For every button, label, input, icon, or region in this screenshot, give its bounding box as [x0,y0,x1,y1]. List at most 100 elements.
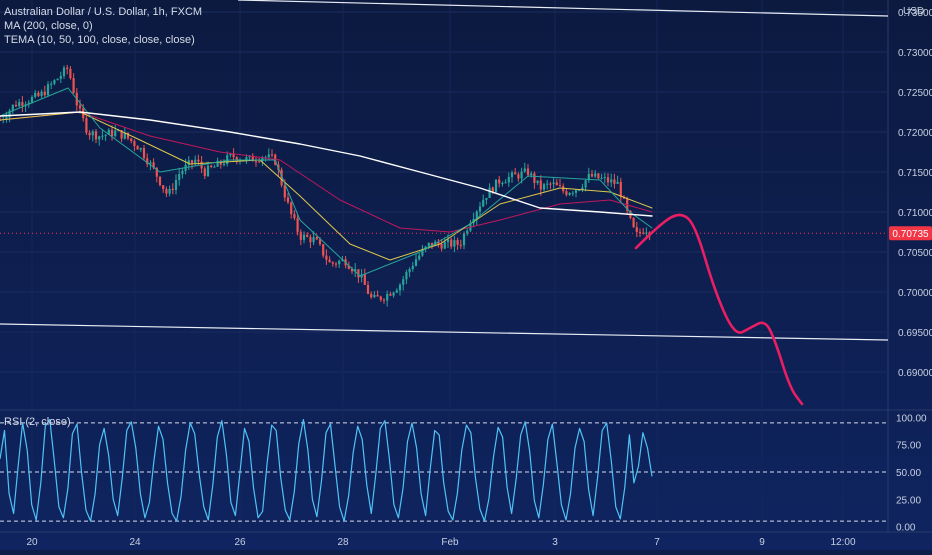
rsi-tick-label: 0.00 [896,523,916,534]
time-tick-label: 24 [129,537,141,548]
candle-body [430,242,434,247]
time-tick-label: 7 [654,537,660,548]
candle-body [59,76,62,79]
candle-body [222,163,226,165]
price-tick-label: 0.70000 [898,288,932,299]
rsi-legend-label[interactable]: RSI (2, close) [4,416,71,428]
candle-body [226,155,229,164]
candle-body [306,234,309,237]
candle-body [536,180,539,183]
candle-body [152,162,155,168]
symbol-title[interactable]: Australian Dollar / U.S. Dollar, 1h, FXC… [4,6,203,18]
tema-mid-line [0,111,653,261]
candle-body [616,181,619,184]
candle-body [514,172,517,175]
candle-body [296,218,299,232]
candle-body [549,183,552,185]
candle-body [104,134,107,136]
candle-body [197,159,200,162]
candle-body [232,153,235,158]
candle-body [235,157,238,162]
candle-body [229,153,232,156]
rsi-tick-label: 25.00 [896,495,921,506]
rsi-tick-label: 50.00 [896,468,921,479]
candle-body [453,240,456,247]
candle-body [507,177,510,183]
candle-body [523,168,526,172]
candle-body [290,202,293,215]
rsi-tick-label: 100.00 [896,413,927,424]
candle-body [133,141,136,147]
candle-body [530,173,533,176]
candle-body [149,162,152,165]
last-price-label: 0.70735 [892,229,929,240]
candle-body [373,294,376,298]
candle-body [107,129,110,135]
candle-body [501,183,504,185]
candle-body [398,284,402,291]
candle-body [258,161,261,163]
candle-body [565,191,568,195]
candle-body [5,117,8,120]
candle-body [600,177,603,179]
candle-body [440,244,443,249]
tema-fast-line [0,87,653,277]
ma-legend-label[interactable]: MA (200, close, 0) [4,20,93,32]
candle-body [126,132,130,139]
time-tick-label: Feb [441,537,459,548]
candle-body [395,290,398,293]
candle-body [546,183,549,185]
candle-body [414,259,418,266]
candle-body [62,67,66,77]
candle-body [552,182,555,184]
price-tick-label: 0.72000 [898,128,932,139]
candle-body [603,177,606,179]
candle-body [34,92,37,97]
candle-body [382,299,386,301]
time-tick-label: 12:00 [830,537,855,548]
candle-body [642,232,645,234]
candle-body [405,272,408,280]
candle-body [446,239,450,243]
candle-body [606,177,610,183]
candle-body [254,161,258,163]
candle-body [18,102,21,107]
candle-body [331,262,334,264]
trendline-2 [0,323,889,341]
candle-body [482,199,485,207]
candle-body [450,239,453,247]
candle-body [459,244,462,246]
tema-legend-label[interactable]: TEMA (10, 50, 100, close, close, close) [4,34,195,46]
candle-body [94,131,98,140]
candle-body [587,173,590,181]
candle-body [498,179,501,184]
time-tick-label: 20 [26,537,38,548]
candle-body [418,255,421,260]
time-tick-label: 26 [234,537,246,548]
candle-body [270,154,274,156]
candle-body [363,274,366,285]
candle-body [174,180,178,191]
candle-body [533,173,536,183]
candle-body [181,170,184,174]
candle-body [40,91,43,97]
candle-body [542,184,546,190]
candle-body [315,237,318,240]
candle-body [280,169,283,186]
candle-body [139,148,142,150]
candle-body [168,188,171,194]
candle-body [136,146,139,150]
candle-body [424,246,427,250]
price-tick-label: 0.70500 [898,248,932,259]
rsi-tick-label: 75.00 [896,441,921,452]
candle-body [443,242,446,249]
tema-slow-line [0,111,653,233]
candle-body [581,187,584,190]
candle-body [69,68,72,79]
candle-body [488,187,491,199]
candle-body [526,168,530,176]
price-tick-label: 0.71000 [898,208,932,219]
candle-body [50,83,53,85]
